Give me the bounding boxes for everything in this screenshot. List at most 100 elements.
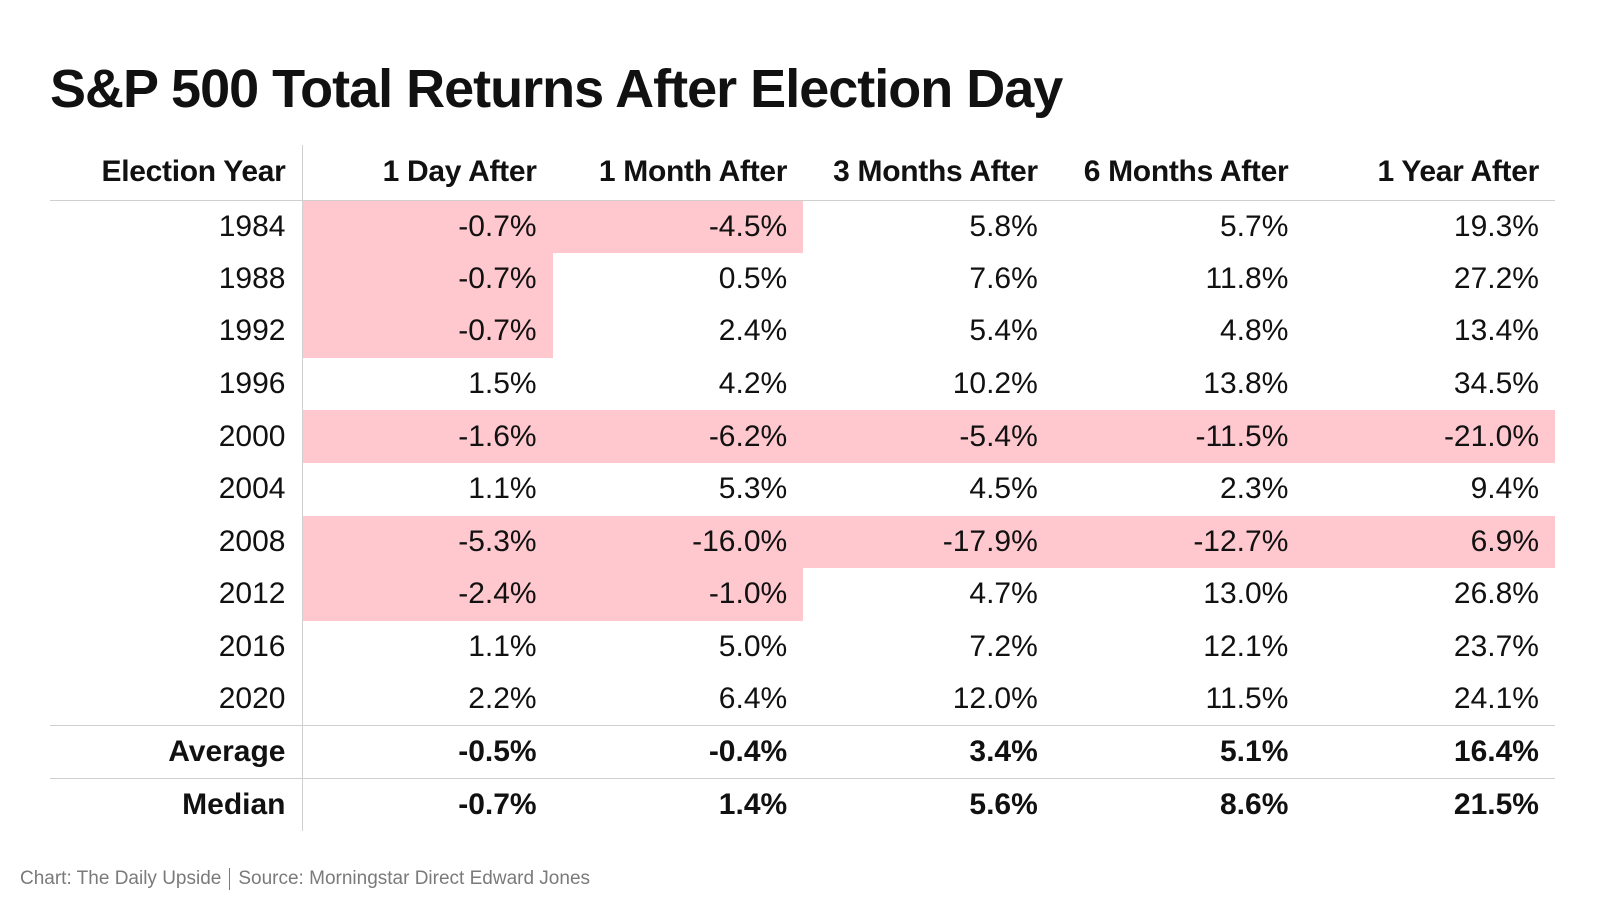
return-cell: 23.7% [1453,630,1539,664]
return-cell: 26.8% [1453,577,1539,611]
summary-label-cell: Median [50,778,303,832]
table-row: 1988 -0.7% 0.5% 7.6% 11.8% 27.2% [50,252,1555,306]
table-row: 1984 -0.7% -4.5% 5.8% 5.7% 19.3% [50,200,1555,253]
election-year-cell: 2016 [50,620,303,674]
return-cell: 5.7% [1219,209,1289,243]
election-year-cell: 1992 [50,305,303,358]
return-cell: -0.7% [302,252,553,306]
return-cell: -12.7% [1053,515,1305,569]
return-cell: 1.1% [468,472,537,506]
summary-label-cell: Average [50,725,303,779]
return-cell: 7.2% [969,630,1038,664]
table-row: 2016 1.1% 5.0% 7.2% 12.1% 23.7% [50,620,1555,674]
chart-credit: Chart: The Daily Upside [20,868,222,890]
return-cell: 4.5% [969,472,1038,506]
return-cell: 2.2% [468,682,537,716]
footer: Chart: The Daily Upside Source: Morningst… [20,868,590,890]
summary-value-cell: 1.4% [552,778,804,832]
return-cell: -16.0% [552,515,804,569]
return-cell: 6.9% [1304,515,1555,569]
return-cell: 9.4% [1470,472,1539,506]
table-header: Election Year 1 Day After 1 Month After 3 M… [50,145,1555,201]
column-header: 3 Months After [803,145,1054,201]
column-header: 1 Month After [552,145,804,201]
return-cell: -4.5% [552,200,804,253]
return-cell: -11.5% [1053,410,1305,463]
return-cell: 27.2% [1453,261,1539,295]
return-cell: -0.7% [302,200,553,253]
table-row: 2020 2.2% 6.4% 12.0% 11.5% 24.1% [50,673,1555,726]
column-header: Election Year [50,145,303,201]
return-cell: 1.5% [468,367,537,401]
returns-table-container: Election Year 1 Day After 1 Month After 3 M… [50,145,1555,832]
return-cell: 7.6% [969,261,1038,295]
return-cell: -2.4% [302,568,553,621]
column-header: 6 Months After [1053,145,1305,201]
election-year-cell: 2008 [50,515,303,569]
column-header: 1 Day After [302,145,553,201]
election-year-cell: 2000 [50,410,303,463]
return-cell: 34.5% [1453,367,1539,401]
return-cell: 12.0% [952,682,1038,716]
return-cell: -21.0% [1304,410,1555,463]
return-cell: 24.1% [1453,682,1539,716]
return-cell: 13.0% [1203,577,1289,611]
summary-value-cell: 16.4% [1304,725,1555,779]
header-row: Election Year 1 Day After 1 Month After 3 M… [50,145,1555,201]
column-header: 1 Year After [1304,145,1555,201]
return-cell: -1.6% [302,410,553,463]
return-cell: 13.4% [1453,314,1539,348]
source-note: Source: Morningstar Direct Edward Jones [238,868,591,890]
summary-value-cell: -0.7% [302,778,553,832]
footer-separator [229,868,231,890]
return-cell: 5.4% [969,314,1038,348]
election-year-cell: 2004 [50,462,303,516]
return-cell: 10.2% [952,367,1038,401]
summary-row: Average -0.5% -0.4% 3.4% 5.1% 16.4% [50,725,1555,779]
return-cell: 19.3% [1453,209,1539,243]
return-cell: -0.7% [302,305,553,358]
return-cell: -5.4% [803,410,1054,463]
summary-value-cell: -0.5% [302,725,553,779]
return-cell: -5.3% [302,515,553,569]
summary-value-cell: 8.6% [1053,778,1305,832]
return-cell: 5.3% [718,472,788,506]
summary-value-cell: 21.5% [1304,778,1555,832]
return-cell: 11.8% [1205,261,1289,295]
return-cell: 1.1% [468,630,537,664]
election-year-cell: 1988 [50,252,303,306]
return-cell: 4.7% [969,577,1038,611]
table-row: 2008 -5.3% -16.0% -17.9% -12.7% 6.9% [50,515,1555,569]
return-cell: 2.4% [718,314,788,348]
election-year-cell: 2020 [50,673,303,726]
return-cell: 4.8% [1219,314,1289,348]
table-row: 1996 1.5% 4.2% 10.2% 13.8% 34.5% [50,357,1555,411]
return-cell: 12.1% [1203,630,1289,664]
table-row: 2000 -1.6% -6.2% -5.4% -11.5% -21.0% [50,410,1555,463]
return-cell: -1.0% [552,568,804,621]
chart-title: S&P 500 Total Returns After Election Day [50,59,1063,119]
summary-value-cell: 5.6% [803,778,1054,832]
election-year-cell: 2012 [50,568,303,621]
election-year-cell: 1996 [50,357,303,411]
summary-value-cell: 3.4% [803,725,1054,779]
table-row: 2004 1.1% 5.3% 4.5% 2.3% 9.4% [50,462,1555,516]
return-cell: -6.2% [552,410,804,463]
summary-row: Median -0.7% 1.4% 5.6% 8.6% 21.5% [50,778,1555,832]
return-cell: 2.3% [1219,472,1289,506]
table-body: 1984 -0.7% -4.5% 5.8% 5.7% 19.3% 1988 -0.7% 0.5%… [50,200,1555,832]
return-cell: 4.2% [718,367,788,401]
return-cell: 11.5% [1205,682,1289,716]
return-cell: 0.5% [718,261,788,295]
table-row: 1992 -0.7% 2.4% 5.4% 4.8% 13.4% [50,305,1555,358]
return-cell: -17.9% [803,515,1054,569]
return-cell: 6.4% [718,682,788,716]
return-cell: 5.0% [718,630,788,664]
table-row: 2012 -2.4% -1.0% 4.7% 13.0% 26.8% [50,568,1555,621]
returns-table: Election Year 1 Day After 1 Month After 3 M… [50,145,1555,832]
summary-value-cell: 5.1% [1053,725,1305,779]
election-year-cell: 1984 [50,200,303,253]
return-cell: 13.8% [1203,367,1289,401]
return-cell: 5.8% [969,209,1038,243]
summary-value-cell: -0.4% [552,725,804,779]
